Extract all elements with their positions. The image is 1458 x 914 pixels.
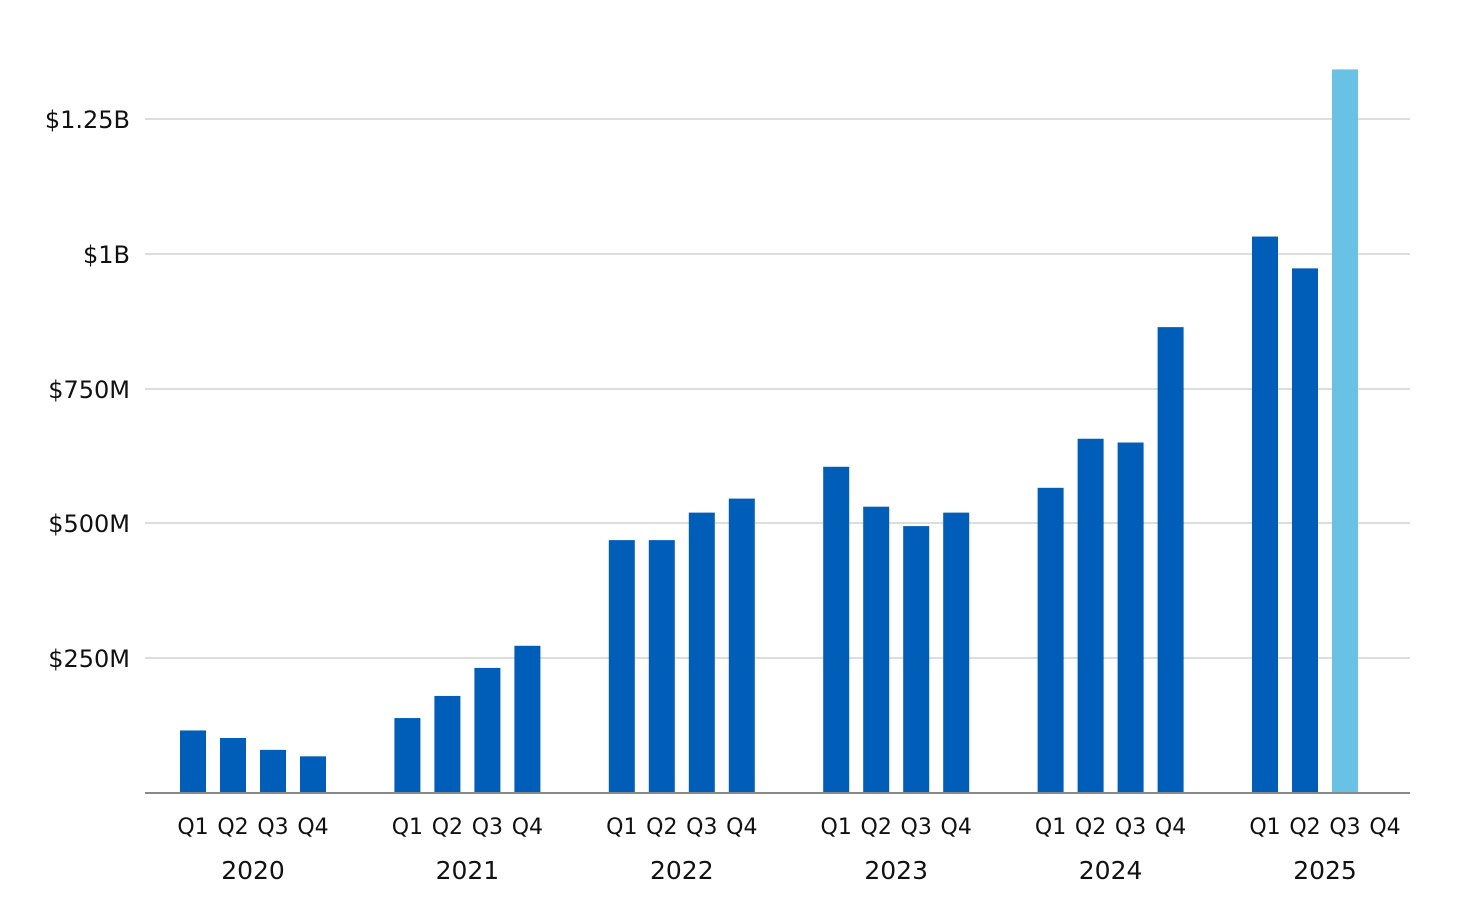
y-axis-ticks: $250M $500M $750M $1B $1.25B [45, 106, 130, 673]
quarter-label: Q2 [1289, 815, 1320, 840]
bar-2023-q3 [903, 526, 930, 793]
quarter-label: Q2 [432, 815, 463, 840]
x-axis-labels: Q1 Q2 Q3 Q4 2020 Q1 Q2 Q3 Q4 2021 Q1 Q2 Q3 Q4 2022 Q1 Q2… [177, 815, 1400, 885]
quarter-label: Q3 [686, 815, 717, 840]
quarter-label: Q4 [512, 815, 543, 840]
bar-2022-q1 [608, 540, 635, 793]
quarter-label: Q1 [177, 815, 208, 840]
bar-2021-q4 [514, 645, 541, 793]
quarter-label: Q1 [606, 815, 637, 840]
bar-2024-q3 [1117, 442, 1144, 793]
bar-2023-q2 [863, 506, 890, 793]
quarter-label: Q4 [1369, 815, 1400, 840]
y-tick-label: $250M [48, 645, 130, 673]
bars [180, 69, 1358, 793]
bar-2024-q2 [1077, 438, 1104, 793]
quarter-label: Q4 [1155, 815, 1186, 840]
bar-2022-q3 [688, 512, 715, 793]
quarter-label: Q3 [257, 815, 288, 840]
quarter-label: Q1 [392, 815, 423, 840]
bar-2024-q4 [1157, 327, 1184, 793]
quarter-label: Q1 [821, 815, 852, 840]
year-label: 2023 [864, 856, 928, 885]
bar-2022-q2 [648, 540, 675, 793]
quarter-label: Q4 [726, 815, 757, 840]
quarter-label: Q2 [1075, 815, 1106, 840]
quarter-label: Q4 [297, 815, 328, 840]
bar-2023-q4 [943, 512, 970, 793]
year-label: 2020 [221, 856, 285, 885]
year-label: 2025 [1293, 856, 1357, 885]
bar-2025-q1 [1252, 236, 1278, 793]
y-tick-label: $500M [48, 510, 130, 538]
bar-2024-q1 [1037, 487, 1064, 793]
bar-2020-q1 [180, 730, 206, 793]
bar-2023-q1 [823, 466, 850, 793]
year-label: 2024 [1079, 856, 1143, 885]
quarter-label: Q3 [472, 815, 503, 840]
y-tick-label: $1.25B [45, 106, 130, 134]
quarter-label: Q3 [1115, 815, 1146, 840]
bar-2021-q1 [394, 718, 421, 793]
y-tick-label: $750M [48, 376, 130, 404]
grid-lines [145, 118, 1410, 659]
quarter-label: Q2 [646, 815, 677, 840]
bar-2025-q2 [1292, 268, 1318, 793]
year-label: 2022 [650, 856, 714, 885]
bar-2020-q3 [260, 749, 286, 793]
year-label: 2021 [436, 856, 500, 885]
bar-2025-q3 [1332, 69, 1358, 793]
bar-2020-q4 [300, 756, 326, 793]
bar-2020-q2 [220, 738, 246, 793]
bar-2021-q2 [434, 695, 461, 793]
quarter-label: Q3 [901, 815, 932, 840]
quarter-label: Q2 [217, 815, 248, 840]
quarter-label: Q1 [1249, 815, 1280, 840]
bar-2021-q3 [474, 667, 501, 793]
quarter-label: Q3 [1329, 815, 1360, 840]
quarter-label: Q2 [861, 815, 892, 840]
quarter-label: Q4 [941, 815, 972, 840]
y-tick-label: $1B [83, 241, 130, 269]
quarter-label: Q1 [1035, 815, 1066, 840]
bar-2022-q4 [728, 498, 755, 793]
